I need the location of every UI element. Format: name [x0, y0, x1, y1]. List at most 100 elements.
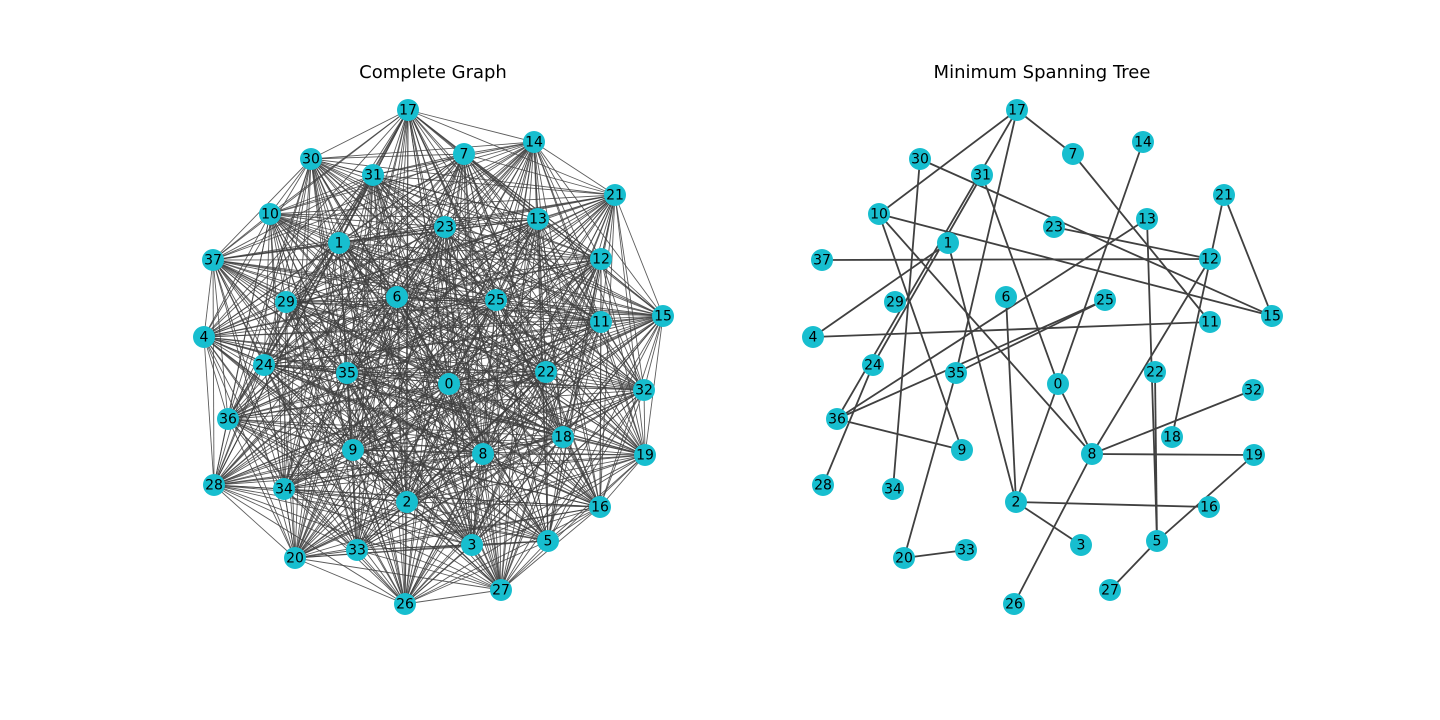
mst-node-label-14: 14 — [1134, 135, 1152, 151]
edge-6-17 — [396, 109, 409, 298]
complete-node-28 — [203, 474, 225, 496]
complete-node-14 — [523, 131, 545, 153]
mst-edge-25-36 — [836, 299, 1106, 420]
edge-20-27 — [294, 557, 502, 591]
edge-24-34 — [263, 364, 285, 490]
edge-23-33 — [356, 226, 446, 551]
edge-15-25 — [495, 299, 664, 317]
edge-21-23 — [444, 194, 616, 228]
mst-node-28 — [812, 474, 834, 496]
edge-26-30 — [310, 158, 406, 605]
edge-16-34 — [283, 488, 601, 508]
mst-node-36 — [826, 408, 848, 430]
edge-35-37 — [212, 259, 348, 374]
complete-node-label-36: 36 — [219, 412, 237, 428]
mst-node-24 — [862, 354, 884, 376]
edge-29-30 — [285, 158, 312, 303]
edge-28-36 — [213, 418, 229, 486]
edge-14-16 — [533, 141, 601, 508]
edge-15-21 — [614, 194, 664, 317]
complete-node-label-14: 14 — [525, 135, 543, 151]
mst-node-26 — [1003, 593, 1025, 615]
edge-20-23 — [294, 226, 446, 559]
edge-23-30 — [310, 158, 446, 228]
mst-edge-1-2 — [947, 242, 1017, 503]
edge-15-32 — [643, 315, 664, 391]
mst-edge-24-28 — [822, 364, 874, 486]
edge-25-26 — [404, 299, 497, 605]
edge-15-31 — [372, 174, 664, 317]
complete-node-label-32: 32 — [635, 383, 653, 399]
edge-25-31 — [372, 174, 497, 301]
complete-node-4 — [193, 326, 215, 348]
complete-node-12 — [590, 248, 612, 270]
mst-edge-21-18 — [1171, 194, 1225, 438]
complete-node-21 — [604, 184, 626, 206]
mst-edge-8-26 — [1013, 453, 1093, 605]
mst-node-29 — [884, 291, 906, 313]
edge-26-37 — [212, 259, 406, 605]
edge-4-29 — [203, 301, 287, 338]
edge-2-30 — [310, 158, 408, 503]
edge-17-19 — [407, 109, 646, 456]
edge-3-29 — [285, 301, 473, 546]
edge-5-25 — [495, 299, 549, 542]
edge-12-17 — [407, 109, 602, 260]
mst-edge-6-2 — [1005, 296, 1017, 503]
complete-node-2 — [396, 491, 418, 513]
mst-node-7 — [1062, 143, 1084, 165]
edge-12-31 — [372, 174, 602, 260]
edge-17-30 — [310, 109, 409, 160]
complete-node-label-21: 21 — [606, 188, 624, 204]
complete-node-label-19: 19 — [636, 448, 654, 464]
edge-26-36 — [227, 418, 406, 605]
mst-edge-32-8 — [1091, 389, 1254, 455]
edge-23-24 — [263, 226, 446, 366]
edge-15-36 — [227, 315, 664, 420]
edge-20-26 — [294, 557, 406, 605]
mst-node-label-20: 20 — [895, 551, 913, 567]
mst-node-label-13: 13 — [1138, 212, 1156, 228]
edge-14-37 — [212, 141, 535, 261]
edge-23-27 — [444, 226, 502, 591]
edge-22-31 — [372, 174, 547, 373]
edge-14-21 — [533, 141, 616, 196]
edge-7-32 — [463, 153, 645, 391]
complete-node-label-23: 23 — [436, 220, 454, 236]
mst-node-11 — [1199, 311, 1221, 333]
edge-25-32 — [495, 299, 645, 391]
edge-28-30 — [213, 158, 312, 486]
mst-node-label-9: 9 — [958, 443, 967, 459]
complete-node-label-27: 27 — [492, 583, 510, 599]
edge-19-35 — [346, 372, 646, 456]
mst-edge-0-8 — [1057, 383, 1093, 455]
edge-12-32 — [600, 258, 645, 391]
edge-4-36 — [203, 336, 229, 420]
mst-node-label-33: 33 — [957, 543, 975, 559]
edge-10-26 — [269, 213, 406, 605]
edge-27-36 — [227, 418, 502, 591]
mst-node-label-28: 28 — [814, 478, 832, 494]
mst-node-23 — [1043, 216, 1065, 238]
mst-node-1 — [937, 232, 959, 254]
edge-23-26 — [404, 226, 446, 605]
edge-2-36 — [227, 418, 408, 503]
edge-3-19 — [471, 454, 646, 546]
edge-11-26 — [404, 321, 602, 605]
mst-node-34 — [882, 478, 904, 500]
mst-node-label-16: 16 — [1200, 500, 1218, 516]
edge-28-35 — [213, 372, 348, 486]
edge-14-32 — [533, 141, 645, 391]
edge-20-22 — [294, 371, 547, 559]
complete-node-29 — [275, 291, 297, 313]
edge-18-21 — [562, 194, 616, 438]
edge-17-35 — [346, 109, 409, 374]
edge-22-26 — [404, 371, 547, 605]
edge-4-30 — [203, 158, 312, 338]
edge-21-35 — [346, 194, 616, 374]
edge-17-23 — [407, 109, 446, 228]
complete-node-label-20: 20 — [286, 551, 304, 567]
edge-18-31 — [372, 174, 564, 438]
edge-4-28 — [203, 336, 215, 486]
mst-node-22 — [1144, 361, 1166, 383]
